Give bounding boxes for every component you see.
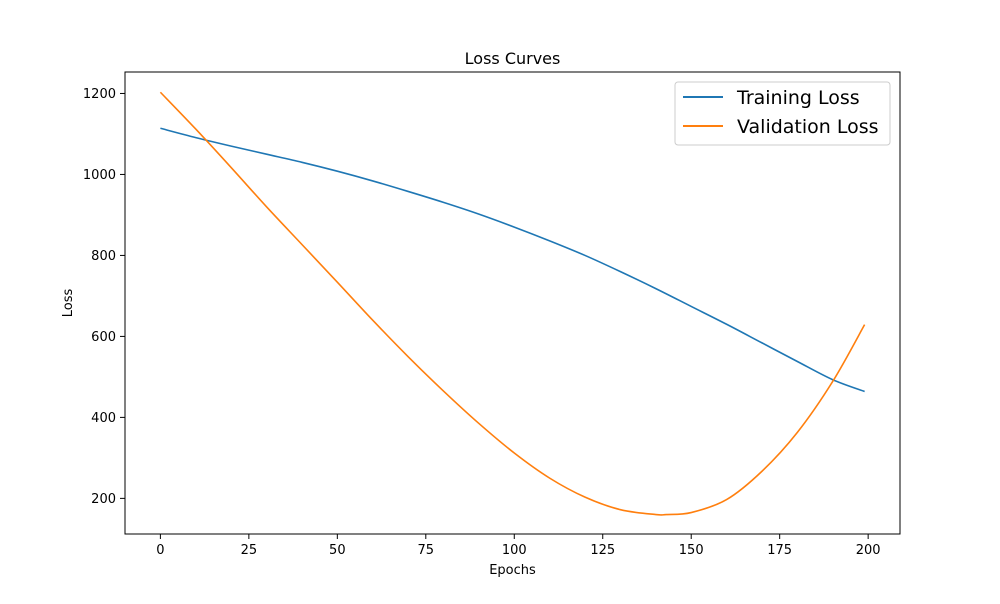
x-tick-label: 200 [856,543,881,558]
y-tick-label: 800 [91,249,116,264]
x-tick-label: 75 [418,543,435,558]
x-tick-label: 100 [502,543,527,558]
y-axis-ticks: 200 400 600 800 1000 1200 [83,87,125,507]
plot-area [124,71,901,535]
x-tick-label: 25 [241,543,258,558]
chart-title: Loss Curves [465,49,561,68]
legend-label-training-loss: Training Loss [736,87,860,109]
x-tick-label: 150 [679,543,704,558]
legend-box [674,81,891,146]
y-tick-label: 400 [91,411,116,426]
legend-label-validation-loss: Validation Loss [737,116,879,138]
x-axis-ticks: 0 25 50 75 100 125 150 175 200 [156,534,881,558]
x-axis-label: Epochs [489,563,536,578]
y-tick-label: 1200 [83,87,116,102]
y-tick-label: 600 [91,330,116,345]
x-tick-label: 175 [767,543,792,558]
y-tick-label: 200 [91,492,116,507]
x-tick-label: 125 [590,543,615,558]
x-tick-label: 50 [329,543,346,558]
y-tick-label: 1000 [83,168,116,183]
series-line-validation-loss [159,91,866,516]
legend: Training Loss Validation Loss [674,81,891,146]
x-tick-label: 0 [156,543,164,558]
series-line-training-loss [160,127,865,393]
series-layer [159,91,866,516]
y-axis-label: Loss [61,289,76,318]
